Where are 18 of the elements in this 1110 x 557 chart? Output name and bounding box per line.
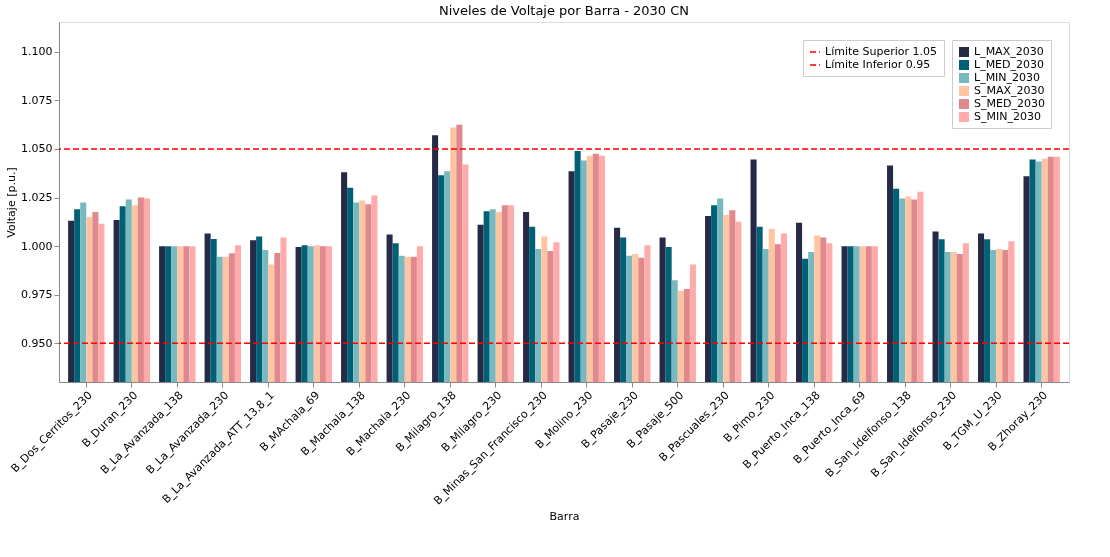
y-tick-label: 1.000 <box>21 239 53 253</box>
x-axis-title: Barra <box>549 509 580 523</box>
y-tick-label: 1.075 <box>21 93 53 107</box>
y-tick-label: 1.100 <box>21 45 53 59</box>
y-tick-label: 1.050 <box>21 142 53 156</box>
y-tick-label: 0.950 <box>21 336 53 350</box>
legend-label: Límite Inferior 0.95 <box>825 58 931 71</box>
chart-title: Niveles de Voltaje por Barra - 2030 CN <box>438 3 690 18</box>
legend-label: Límite Superior 1.05 <box>825 45 938 58</box>
y-tick-label: 1.025 <box>21 191 53 205</box>
y-axis-title: Voltaje [p.u.] <box>5 167 19 238</box>
legend-label: S_MAX_2030 <box>974 84 1045 97</box>
y-tick-label: 0.975 <box>21 288 53 302</box>
legend-label: S_MIN_2030 <box>974 110 1041 123</box>
legend-label: L_MED_2030 <box>974 58 1045 71</box>
legend-label: L_MAX_2030 <box>974 45 1044 58</box>
legend-label: S_MED_2030 <box>974 97 1045 110</box>
legend-label: L_MIN_2030 <box>974 71 1041 84</box>
